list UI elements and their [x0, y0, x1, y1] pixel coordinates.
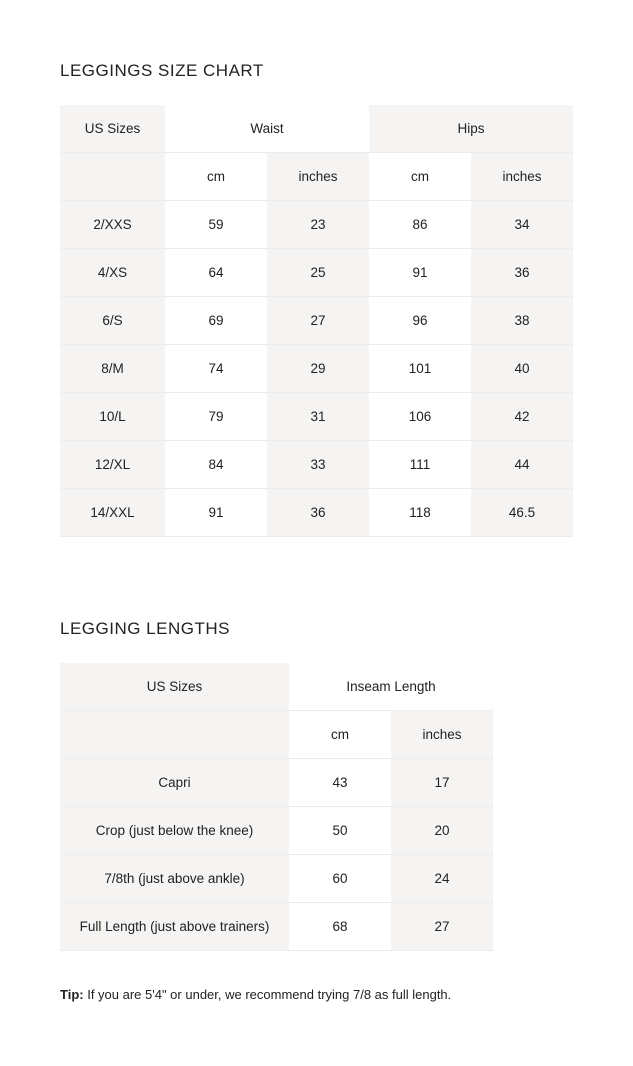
size-cell: Capri — [60, 758, 289, 807]
empty-cell — [60, 710, 289, 759]
header-waist: Waist — [165, 105, 369, 153]
value-cell: 84 — [165, 440, 267, 489]
value-cell: 91 — [165, 488, 267, 537]
value-cell: 59 — [165, 200, 267, 249]
size-cell: 6/S — [60, 296, 165, 345]
unit-cell: inches — [267, 152, 369, 201]
size-cell: 10/L — [60, 392, 165, 441]
value-cell: 17 — [391, 758, 493, 807]
value-cell: 36 — [471, 248, 573, 297]
size-cell: 2/XXS — [60, 200, 165, 249]
size-cell: 14/XXL — [60, 488, 165, 537]
tip-body: If you are 5'4" or under, we recommend t… — [83, 987, 452, 1002]
size-cell: 12/XL — [60, 440, 165, 489]
value-cell: 86 — [369, 200, 471, 249]
table-row: 2/XXS 59 23 86 34 — [60, 200, 573, 249]
unit-cell: inches — [471, 152, 573, 201]
units-row: cm inches — [60, 710, 493, 759]
value-cell: 111 — [369, 440, 471, 489]
unit-cell: inches — [391, 710, 493, 759]
value-cell: 33 — [267, 440, 369, 489]
lengths-title: LEGGING LENGTHS — [60, 619, 230, 638]
table-row: 14/XXL 91 36 118 46.5 — [60, 488, 573, 537]
table-row: Crop (just below the knee) 50 20 — [60, 806, 493, 855]
value-cell: 31 — [267, 392, 369, 441]
value-cell: 25 — [267, 248, 369, 297]
header-us-sizes: US Sizes — [60, 663, 289, 711]
lengths-table: US Sizes Inseam Length cm inches Capri 43… — [60, 663, 493, 951]
value-cell: 64 — [165, 248, 267, 297]
size-cell: 4/XS — [60, 248, 165, 297]
value-cell: 60 — [289, 854, 391, 903]
value-cell: 24 — [391, 854, 493, 903]
table-row: 10/L 79 31 106 42 — [60, 392, 573, 441]
value-cell: 101 — [369, 344, 471, 393]
table-row: 4/XS 64 25 91 36 — [60, 248, 573, 297]
value-cell: 43 — [289, 758, 391, 807]
value-cell: 42 — [471, 392, 573, 441]
table-row: 8/M 74 29 101 40 — [60, 344, 573, 393]
table-row: 7/8th (just above ankle) 60 24 — [60, 854, 493, 903]
value-cell: 74 — [165, 344, 267, 393]
size-cell: 7/8th (just above ankle) — [60, 854, 289, 903]
units-row: cm inches cm inches — [60, 152, 573, 201]
unit-cell: cm — [369, 152, 471, 201]
size-cell: 8/M — [60, 344, 165, 393]
value-cell: 38 — [471, 296, 573, 345]
value-cell: 36 — [267, 488, 369, 537]
header-us-sizes: US Sizes — [60, 105, 165, 153]
size-chart-table: US Sizes Waist Hips cm inches cm inches … — [60, 105, 573, 537]
value-cell: 91 — [369, 248, 471, 297]
empty-cell — [60, 152, 165, 201]
value-cell: 46.5 — [471, 488, 573, 537]
table-header-row: US Sizes Waist Hips — [60, 105, 573, 153]
header-hips: Hips — [369, 105, 573, 153]
value-cell: 27 — [391, 902, 493, 951]
value-cell: 34 — [471, 200, 573, 249]
value-cell: 106 — [369, 392, 471, 441]
value-cell: 118 — [369, 488, 471, 537]
unit-cell: cm — [165, 152, 267, 201]
value-cell: 69 — [165, 296, 267, 345]
header-inseam: Inseam Length — [289, 663, 493, 711]
value-cell: 50 — [289, 806, 391, 855]
value-cell: 20 — [391, 806, 493, 855]
value-cell: 27 — [267, 296, 369, 345]
size-cell: Crop (just below the knee) — [60, 806, 289, 855]
unit-cell: cm — [289, 710, 391, 759]
value-cell: 40 — [471, 344, 573, 393]
tip-text: Tip: If you are 5'4" or under, we recomm… — [60, 987, 451, 1002]
value-cell: 44 — [471, 440, 573, 489]
value-cell: 79 — [165, 392, 267, 441]
table-row: Full Length (just above trainers) 68 27 — [60, 902, 493, 951]
value-cell: 68 — [289, 902, 391, 951]
table-row: 6/S 69 27 96 38 — [60, 296, 573, 345]
value-cell: 96 — [369, 296, 471, 345]
tip-label: Tip: — [60, 987, 84, 1002]
value-cell: 29 — [267, 344, 369, 393]
table-row: Capri 43 17 — [60, 758, 493, 807]
table-row: 12/XL 84 33 111 44 — [60, 440, 573, 489]
value-cell: 23 — [267, 200, 369, 249]
table-header-row: US Sizes Inseam Length — [60, 663, 493, 711]
size-chart-title: LEGGINGS SIZE CHART — [60, 61, 264, 80]
size-cell: Full Length (just above trainers) — [60, 902, 289, 951]
